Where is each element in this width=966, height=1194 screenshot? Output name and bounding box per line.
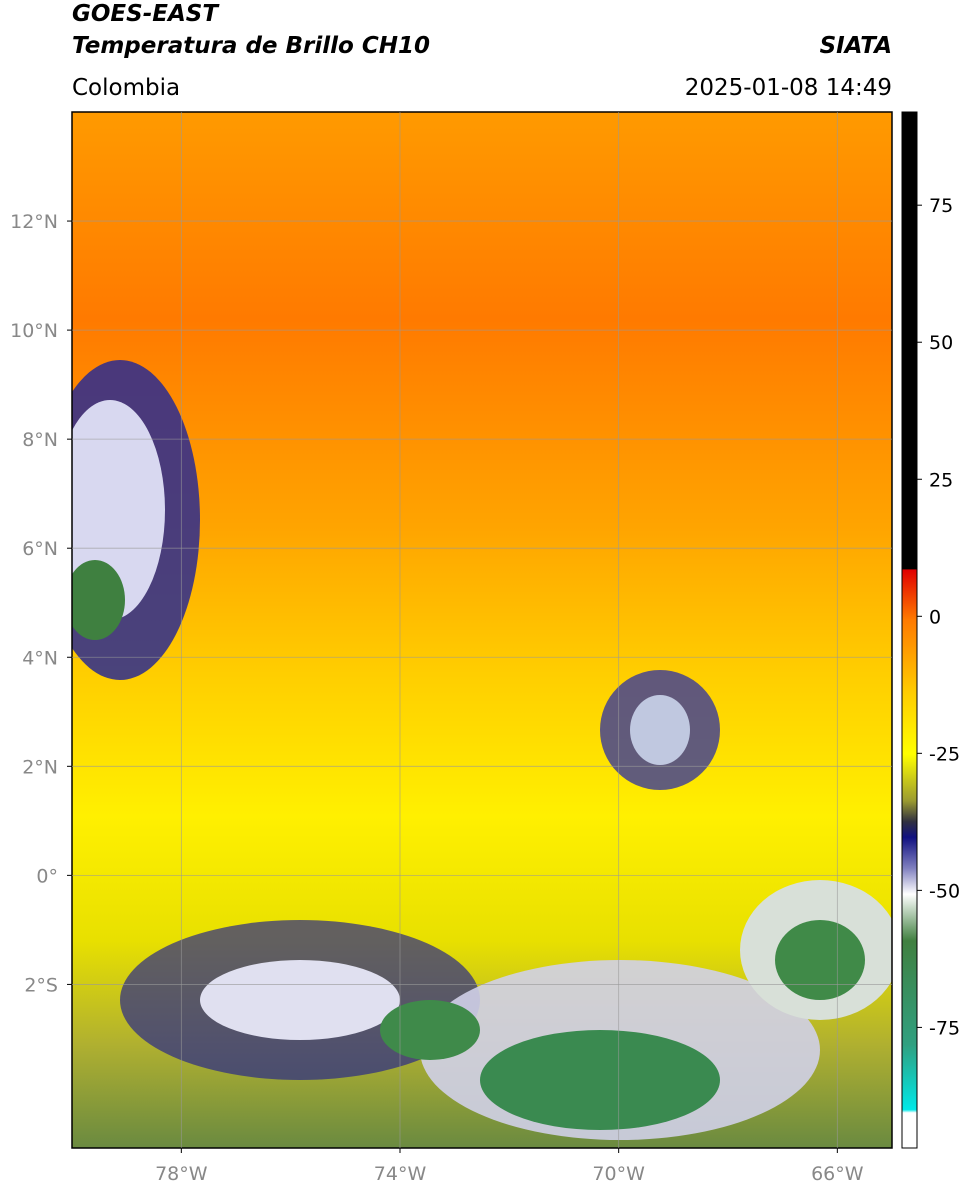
source: SIATA: [820, 33, 892, 59]
y-tick-label: 6°N: [22, 538, 58, 560]
y-tick-label: 2°S: [24, 974, 58, 996]
colorbar-label: 50: [929, 332, 953, 354]
colorbar-label: 75: [929, 195, 953, 217]
colorbar-label: 25: [929, 469, 953, 491]
x-tick-label: 70°W: [592, 1163, 645, 1185]
datetime: 2025-01-08 14:49: [685, 75, 892, 101]
colorbar-label: -75: [929, 1017, 960, 1039]
region: Colombia: [72, 75, 180, 101]
satellite-image: [72, 112, 892, 1148]
y-tick-label: 0°: [36, 865, 58, 887]
y-tick-label: 12°N: [10, 211, 58, 233]
colorbar: [901, 111, 918, 1149]
colorbar-label: 0: [929, 606, 941, 628]
x-tick-label: 66°W: [811, 1163, 864, 1185]
x-tick-label: 74°W: [374, 1163, 427, 1185]
y-tick-label: 8°N: [22, 429, 58, 451]
product: Temperatura de Brillo CH10: [72, 33, 430, 59]
satellite: GOES-EAST: [72, 1, 220, 27]
map-frame: [71, 111, 893, 1149]
colorbar-label: -50: [929, 880, 960, 902]
x-tick-label: 78°W: [155, 1163, 208, 1185]
y-tick-label: 2°N: [22, 756, 58, 778]
colorbar-label: -25: [929, 743, 960, 765]
y-tick-label: 10°N: [10, 320, 58, 342]
y-tick-label: 4°N: [22, 647, 58, 669]
